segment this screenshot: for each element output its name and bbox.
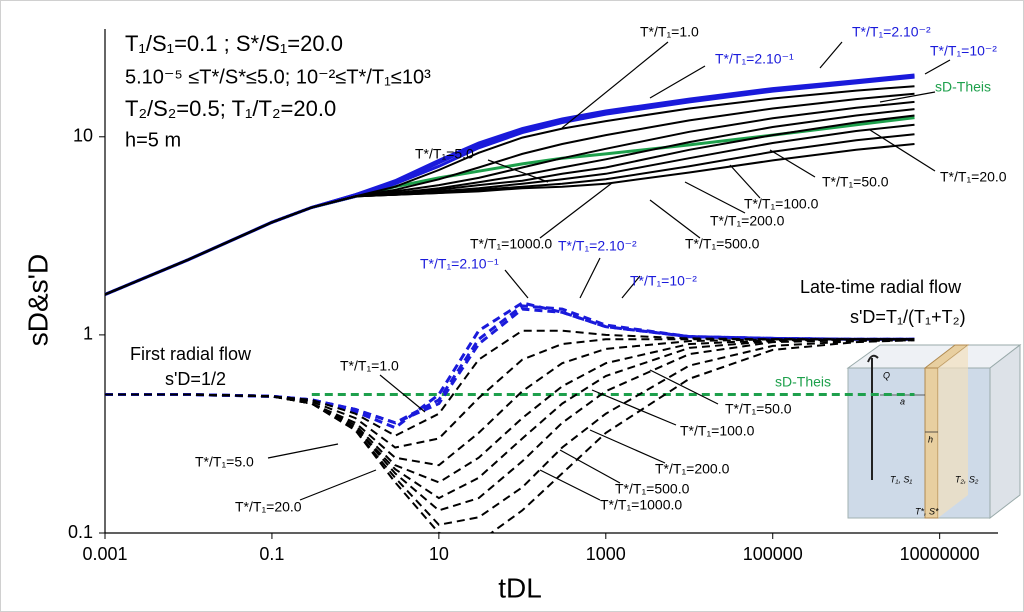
- series-label: T*/T₁=10⁻²: [930, 43, 997, 59]
- leader-line: [591, 389, 677, 426]
- layer-side: [938, 345, 968, 518]
- y-tick-label: 0.1: [68, 522, 93, 542]
- leader-line: [684, 181, 746, 214]
- annotation: T₂/S₂=0.5; T₁/T₂=20.0: [125, 96, 336, 121]
- series-label: T*/T₁=50.0: [725, 401, 792, 417]
- annotation: h=5 m: [125, 129, 181, 151]
- series-label: T*/T₁=10⁻²: [630, 273, 697, 289]
- leader-line: [539, 182, 613, 239]
- series-line: [105, 338, 915, 467]
- series-label: T*/T₁=200.0: [710, 213, 785, 229]
- leader-line: [487, 159, 549, 183]
- series-label: T*/T₁=1.0: [640, 24, 699, 40]
- leader-line: [729, 164, 761, 199]
- series-label: T*/T₁=500.0: [615, 481, 690, 497]
- y-tick-label: 10: [73, 126, 93, 146]
- leader-line: [649, 369, 719, 405]
- series-line: [105, 329, 915, 437]
- series-label: sD-Theis: [935, 79, 991, 95]
- inset-diagram: [846, 343, 1022, 520]
- box-front: [847, 367, 991, 519]
- x-axis-label: tDL: [498, 572, 542, 603]
- leader-line: [559, 449, 621, 484]
- series-label: T*/T₁=2.10⁻²: [558, 238, 637, 254]
- series-label: T*/T₁=2.10⁻¹: [420, 256, 499, 272]
- annotation: 5.10⁻⁵ ≤T*/S*≤5.0; 10⁻²≤T*/T₁≤10³: [125, 66, 431, 88]
- series-label: T*/T₁=100.0: [744, 196, 819, 212]
- series-label: T*/T₁=2.10⁻²: [852, 24, 931, 40]
- inset-label: a: [900, 396, 905, 406]
- annotation: First radial flow: [130, 344, 252, 364]
- leader-line: [769, 149, 816, 178]
- series-label: T*/T₁=5.0: [415, 146, 474, 162]
- series-label: T*/T₁=1000.0: [600, 497, 682, 513]
- inset-label: h: [928, 434, 933, 444]
- series-label: T*/T₁=5.0: [195, 454, 254, 470]
- series-label: sD-Theis: [775, 374, 831, 390]
- pump-arrow: [867, 354, 879, 363]
- series-label: T*/T₁=20.0: [235, 499, 302, 515]
- leader-line: [869, 129, 936, 172]
- series-label: T*/T₁=2.10⁻¹: [715, 51, 794, 67]
- series-line: [105, 338, 915, 500]
- leader-line: [621, 275, 641, 299]
- series-label: T*/T₁=100.0: [680, 423, 755, 439]
- leader-line: [379, 374, 426, 413]
- series-label: T*/T₁=1.0: [340, 358, 399, 374]
- series-line: [105, 339, 915, 526]
- leader-line: [589, 429, 666, 464]
- series-line: [105, 338, 915, 512]
- leader-line: [539, 469, 601, 501]
- x-tick-label: 10: [429, 544, 449, 564]
- leader-line: [879, 91, 936, 103]
- y-axis-label: sD&s'D: [22, 254, 53, 346]
- inset-label: Q: [883, 370, 890, 380]
- series-label: T*/T₁=50.0: [822, 174, 889, 190]
- leader-line: [819, 41, 843, 69]
- annotation: Late-time radial flow: [800, 277, 962, 297]
- series-label: T*/T₁=200.0: [655, 461, 730, 477]
- box-side: [989, 343, 1021, 520]
- series-label: T*/T₁=20.0: [940, 169, 1007, 185]
- series-line: [105, 338, 915, 484]
- leader-line: [299, 469, 377, 501]
- x-tick-label: 0.1: [259, 544, 284, 564]
- leader-line: [561, 41, 669, 129]
- annotation: T₁/S₁=0.1 ; S*/S₁=20.0: [125, 31, 343, 56]
- x-tick-label: 0.001: [82, 544, 127, 564]
- annotation: s'D=T₁/(T₁+T₂): [850, 307, 966, 327]
- leader-line: [504, 269, 529, 299]
- x-tick-label: 100000: [743, 544, 803, 564]
- leader-line: [267, 443, 339, 459]
- series-line: [105, 301, 915, 430]
- plot-area: [105, 73, 915, 533]
- inset-label: T₁, S₁: [890, 474, 912, 484]
- y-tick-label: 1: [83, 324, 93, 344]
- leader-line: [649, 65, 706, 99]
- series-label: T*/T₁=500.0: [685, 236, 760, 252]
- leader-line: [579, 257, 601, 299]
- series-line: [105, 338, 915, 449]
- series-line: [105, 339, 915, 533]
- inset-label: T₂, S₂: [955, 474, 979, 484]
- x-tick-label: 1000: [586, 544, 626, 564]
- leader-line: [924, 59, 951, 75]
- series-label: T*/T₁=1000.0: [470, 236, 552, 252]
- leader-line: [649, 199, 701, 239]
- inset-label: T*, S*: [915, 506, 939, 516]
- x-tick-label: 10000000: [900, 544, 980, 564]
- series-line: [105, 143, 915, 296]
- annotation: s'D=1/2: [165, 369, 226, 389]
